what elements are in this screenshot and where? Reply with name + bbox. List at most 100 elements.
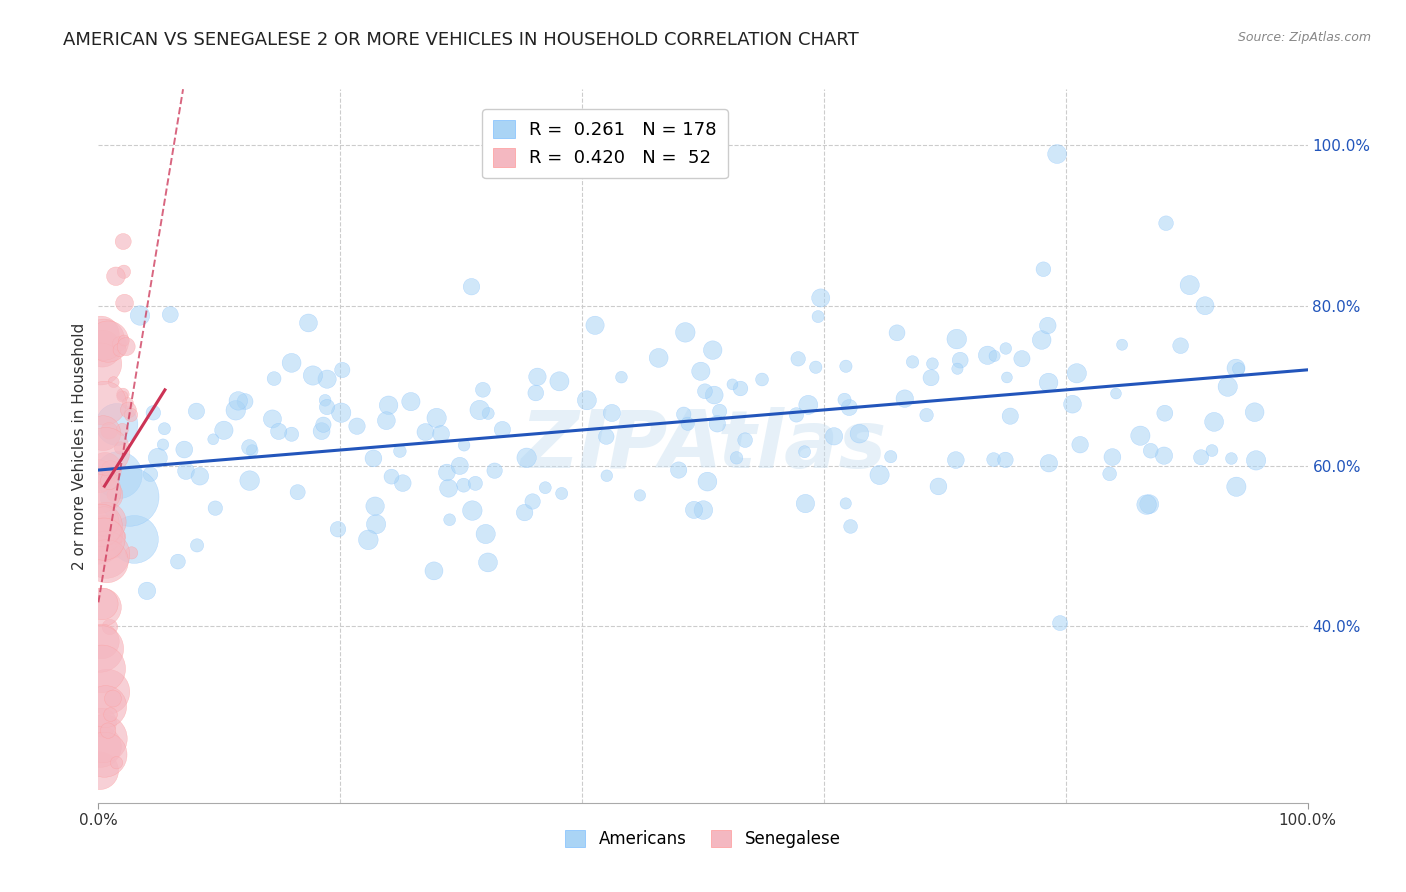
Point (94, 462, 117, 476)
Point (399, 394, 422, 409)
Point (983, 452, 1005, 467)
Point (225, 403, 247, 417)
Y-axis label: 2 or more Vehicles in Household: 2 or more Vehicles in Household (72, 322, 87, 570)
Point (91, 426, 114, 441)
Point (721, 377, 744, 392)
Point (103, 543, 125, 558)
Point (1101, 450, 1123, 464)
Point (1170, 339, 1192, 353)
Point (477, 406, 499, 420)
Point (1225, 361, 1247, 376)
Point (793, 444, 815, 458)
Point (1049, 616, 1071, 631)
Point (734, 433, 756, 447)
Point (1153, 406, 1175, 420)
Point (668, 463, 690, 477)
Point (474, 527, 496, 541)
Point (280, 356, 302, 370)
Point (96, 548, 118, 562)
Point (316, 400, 339, 414)
Point (100, 462, 122, 476)
Point (610, 370, 633, 384)
Point (787, 351, 810, 366)
Point (136, 583, 159, 598)
Point (693, 384, 716, 399)
Point (522, 494, 544, 508)
Point (524, 386, 547, 401)
Point (672, 407, 695, 421)
Point (477, 556, 499, 570)
Point (1154, 216, 1177, 230)
Point (111, 390, 134, 404)
Point (689, 364, 711, 378)
Point (785, 408, 807, 422)
Point (91, 731, 114, 746)
Point (311, 424, 333, 438)
Point (93, 747, 115, 762)
Point (297, 316, 319, 330)
Point (994, 453, 1017, 467)
Point (117, 396, 139, 410)
Point (104, 269, 127, 284)
Point (91, 600, 114, 615)
Point (1038, 456, 1060, 470)
Point (995, 370, 1018, 384)
Point (326, 522, 349, 536)
Point (97, 334, 120, 349)
Point (173, 442, 195, 457)
Point (330, 363, 353, 377)
Point (153, 422, 176, 436)
Point (233, 394, 256, 409)
Point (188, 469, 211, 483)
Point (142, 406, 165, 420)
Point (703, 388, 725, 402)
Text: ZIPAtlas: ZIPAtlas (520, 407, 886, 485)
Point (91, 342, 114, 356)
Point (346, 419, 368, 434)
Point (439, 513, 461, 527)
Point (709, 404, 731, 418)
Point (1129, 428, 1152, 442)
Point (87, 469, 110, 483)
Point (186, 538, 208, 552)
Point (437, 481, 460, 495)
Point (94, 527, 117, 541)
Point (1036, 318, 1059, 333)
Point (730, 382, 752, 396)
Point (167, 555, 190, 569)
Point (848, 426, 870, 441)
Point (120, 408, 142, 422)
Point (894, 392, 917, 406)
Point (886, 326, 908, 340)
Point (1204, 415, 1226, 429)
Point (516, 450, 538, 465)
Point (596, 468, 619, 483)
Point (468, 403, 491, 417)
Point (548, 375, 571, 389)
Point (110, 441, 132, 455)
Point (484, 464, 506, 478)
Point (121, 546, 143, 560)
Point (364, 517, 387, 532)
Point (93, 515, 115, 529)
Point (673, 326, 696, 340)
Point (453, 438, 475, 452)
Point (87, 535, 110, 549)
Point (124, 533, 146, 547)
Point (98, 620, 121, 634)
Point (534, 481, 557, 495)
Point (90, 739, 112, 754)
Point (90, 357, 112, 371)
Point (100, 707, 122, 722)
Point (112, 334, 135, 348)
Point (388, 444, 411, 458)
Point (93, 396, 115, 410)
Point (1178, 278, 1201, 293)
Point (280, 427, 302, 442)
Point (921, 357, 943, 371)
Point (1098, 467, 1121, 481)
Point (415, 425, 437, 439)
Point (880, 450, 903, 464)
Point (204, 501, 226, 516)
Point (426, 411, 449, 425)
